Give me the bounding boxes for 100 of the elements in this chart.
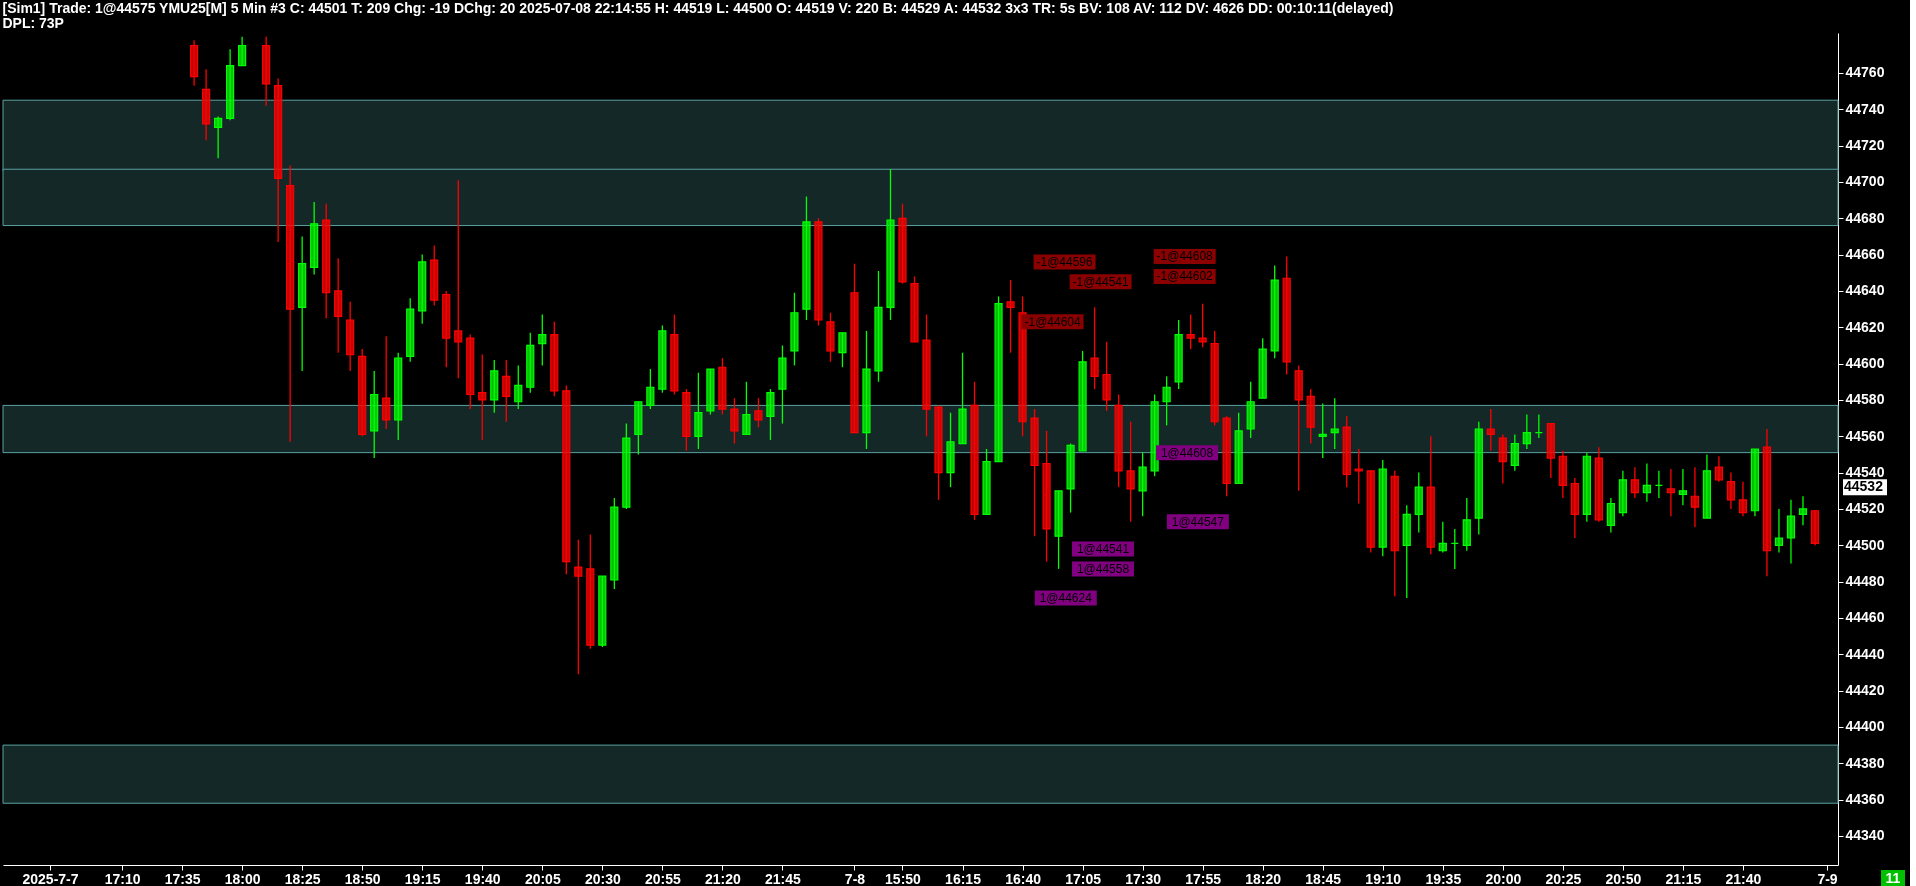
candlestick <box>1678 468 1688 506</box>
x-tick-label: 21:45 <box>765 870 802 886</box>
x-tick-label: 7-9 <box>1817 870 1838 886</box>
y-tick-label: 44340 <box>1845 827 1885 844</box>
x-tick-label: 20:50 <box>1605 870 1642 886</box>
annotation: 1@44547 <box>1171 514 1225 529</box>
candlestick <box>514 364 523 410</box>
candlestick <box>502 359 511 423</box>
chart-title: [Sim1] Trade: 1@44575 YMU25[M] 5 Min #3 C: 44501 T: 209 Chg: -19 DChg: 20 2025-07-08 22:14:55 H: 44519 L: 44500 O: 44519 V: 220 B: 44529 A: 44532 3x3 TR: 5s BV: 108 AV: 112 DV: 4626 DD: 00:10:11(delayed) <box>2 0 1394 16</box>
annotation: -1@44608 <box>1156 249 1214 264</box>
x-tick-label: 21:20 <box>704 870 742 886</box>
x-tick-label: 18:00 <box>224 870 261 886</box>
x-tick-label: 17:55 <box>1185 870 1222 886</box>
candlestick <box>1666 468 1676 517</box>
annotation: -1@44541 <box>1072 274 1130 289</box>
y-tick-label: 44660 <box>1845 246 1885 263</box>
x-tick-label: 17:35 <box>164 870 201 886</box>
candlestick <box>838 332 847 368</box>
candlestick <box>1642 462 1651 503</box>
annotation: 1@44608 <box>1160 445 1214 460</box>
y-tick-label: 44640 <box>1845 282 1885 299</box>
candlestick <box>538 313 547 367</box>
annotation: 1@44541 <box>1076 541 1130 556</box>
chart-subtitle: DPL: 73P <box>2 15 64 31</box>
candlestick <box>646 368 655 410</box>
x-tick-label: 19:35 <box>1425 870 1462 886</box>
candlestick <box>382 335 391 430</box>
x-tick-label: 17:30 <box>1125 870 1162 886</box>
x-tick-label: 21:15 <box>1665 870 1702 886</box>
y-tick-label: 44700 <box>1845 173 1885 190</box>
candlestick <box>1186 313 1195 350</box>
x-tick-label: 16:40 <box>1005 870 1042 886</box>
annotation: -1@44596 <box>1036 254 1094 269</box>
annotation: 1@44624 <box>1039 590 1093 605</box>
x-tick-label: 7-8 <box>844 870 866 886</box>
candlestick <box>454 179 463 379</box>
y-tick-label: 44380 <box>1845 754 1885 771</box>
x-tick-label: 17:05 <box>1065 870 1102 886</box>
candlestick <box>1690 466 1700 528</box>
candlestick <box>1786 499 1796 565</box>
candlestick <box>1090 306 1099 390</box>
x-tick-label: 18:50 <box>344 870 381 886</box>
y-tick-label: 44400 <box>1845 718 1885 735</box>
candlestick <box>730 397 739 445</box>
candlestick <box>238 35 247 67</box>
y-tick-label: 44520 <box>1845 500 1885 517</box>
x-tick-label: 18:45 <box>1305 870 1342 886</box>
x-tick-label: 2025-7-7 <box>22 870 79 886</box>
candlestick <box>1714 455 1724 483</box>
candlestick <box>1126 421 1135 523</box>
x-tick-label: 20:25 <box>1545 870 1582 886</box>
x-tick-label: 19:40 <box>464 870 501 886</box>
y-tick-label: 44680 <box>1845 209 1885 226</box>
y-tick-label: 44500 <box>1845 536 1885 553</box>
y-tick-label: 44440 <box>1845 645 1885 662</box>
text: 44532 <box>1844 478 1884 495</box>
y-tick-label: 44720 <box>1845 137 1885 154</box>
candlestick <box>214 115 223 159</box>
y-tick-label: 44360 <box>1845 791 1885 808</box>
candlestick <box>1510 433 1519 472</box>
candlestick <box>754 397 763 428</box>
y-tick-label: 44480 <box>1845 573 1885 590</box>
candlestick <box>1486 408 1495 452</box>
candlestick <box>1438 521 1447 554</box>
x-tick-label: 17:10 <box>104 870 141 886</box>
x-tick-label: 20:55 <box>644 870 681 886</box>
y-tick-label: 44620 <box>1845 318 1885 335</box>
y-tick-label: 44600 <box>1845 355 1885 372</box>
candlestick <box>1726 471 1736 510</box>
candlestick <box>694 372 703 450</box>
candlestick <box>1630 466 1639 499</box>
candlestick <box>1318 402 1327 459</box>
candlestick <box>1774 508 1784 554</box>
x-tick-label: 16:15 <box>945 870 982 886</box>
y-tick-label: 44540 <box>1845 464 1885 481</box>
candlestick <box>1138 451 1147 517</box>
x-tick-label: 18:20 <box>1245 870 1282 886</box>
x-tick-label: 20:00 <box>1485 870 1522 886</box>
candlestick <box>1498 433 1507 485</box>
candlestick <box>766 388 775 441</box>
y-tick-label: 44460 <box>1845 609 1885 626</box>
candlestick <box>1006 279 1015 354</box>
text: 11 <box>1885 870 1901 886</box>
candlestick <box>1354 448 1363 505</box>
candlestick <box>1522 413 1531 450</box>
candlestick <box>1798 495 1808 526</box>
x-tick-label: 18:25 <box>284 870 321 886</box>
annotation: -1@44602 <box>1156 269 1214 284</box>
candlestick <box>742 381 751 436</box>
annotation: -1@44604 <box>1024 314 1081 329</box>
candlestick <box>1330 397 1339 450</box>
y-tick-label: 44560 <box>1845 427 1885 444</box>
y-tick-label: 44580 <box>1845 391 1885 408</box>
x-tick-label: 20:30 <box>584 870 621 886</box>
candlestick <box>1162 375 1171 427</box>
candlestick <box>574 539 583 675</box>
x-tick-label: 20:05 <box>524 870 561 886</box>
candlestick <box>478 353 487 441</box>
x-tick-label: 15:50 <box>885 870 922 886</box>
candlestick <box>1738 481 1748 517</box>
